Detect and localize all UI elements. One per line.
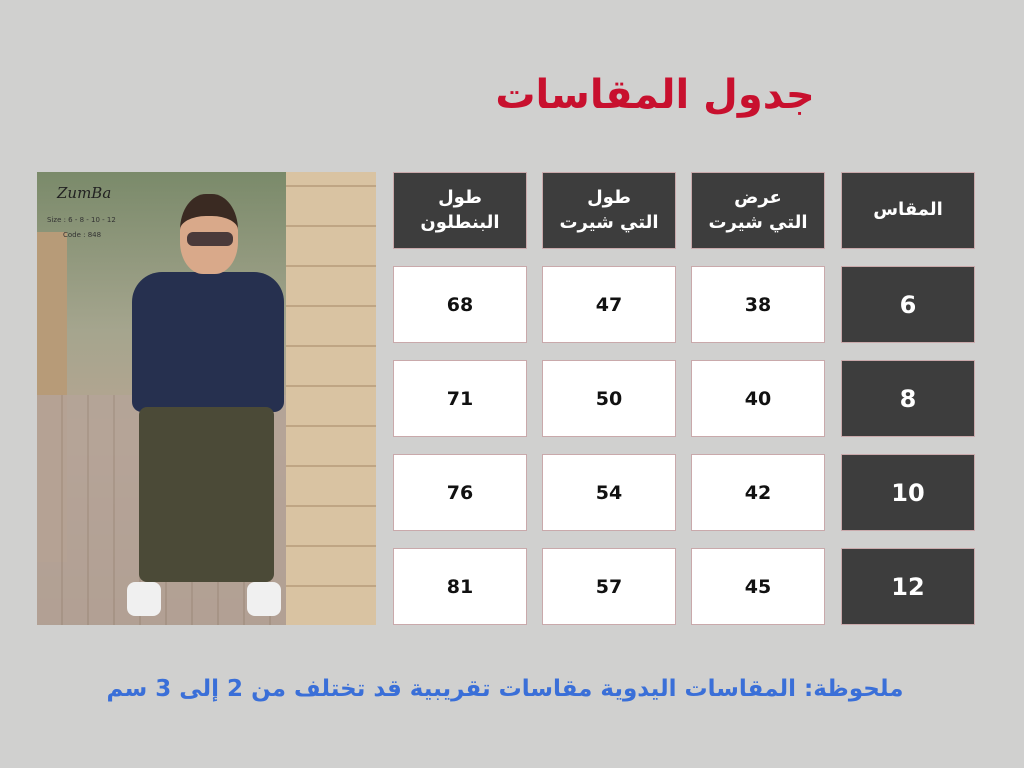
header-size: المقاس	[841, 172, 975, 249]
size-cell: 6	[841, 266, 975, 343]
shirt-width-cell: 38	[691, 266, 825, 343]
pants-length-cell: 76	[393, 454, 527, 531]
note-text: ملحوظة: المقاسات اليدوية مقاسات تقريبية …	[106, 676, 904, 702]
size-cell: 8	[841, 360, 975, 437]
header-shirt-length: طول التي شيرت	[542, 172, 676, 249]
pants-length-cell: 81	[393, 548, 527, 625]
shirt-width-cell: 42	[691, 454, 825, 531]
photo-size-text: Size : 6 - 8 - 10 - 12	[47, 216, 116, 224]
shirt-length-cell: 50	[542, 360, 676, 437]
shirt-length-cell: 54	[542, 454, 676, 531]
size-cell: 12	[841, 548, 975, 625]
shirt-length-cell: 57	[542, 548, 676, 625]
shirt-length-cell: 47	[542, 266, 676, 343]
brand-logo: ZumBa	[57, 184, 112, 202]
shirt-width-cell: 40	[691, 360, 825, 437]
page-title: جدول المقاسات	[495, 72, 815, 118]
product-photo: ZumBa Size : 6 - 8 - 10 - 12 Code : 848	[37, 172, 376, 625]
pants-length-cell: 71	[393, 360, 527, 437]
size-cell: 10	[841, 454, 975, 531]
shirt-width-cell: 45	[691, 548, 825, 625]
header-shirt-width: عرض التي شيرت	[691, 172, 825, 249]
pants-length-cell: 68	[393, 266, 527, 343]
photo-code-text: Code : 848	[63, 231, 102, 239]
header-pants-length: طول البنطلون	[393, 172, 527, 249]
